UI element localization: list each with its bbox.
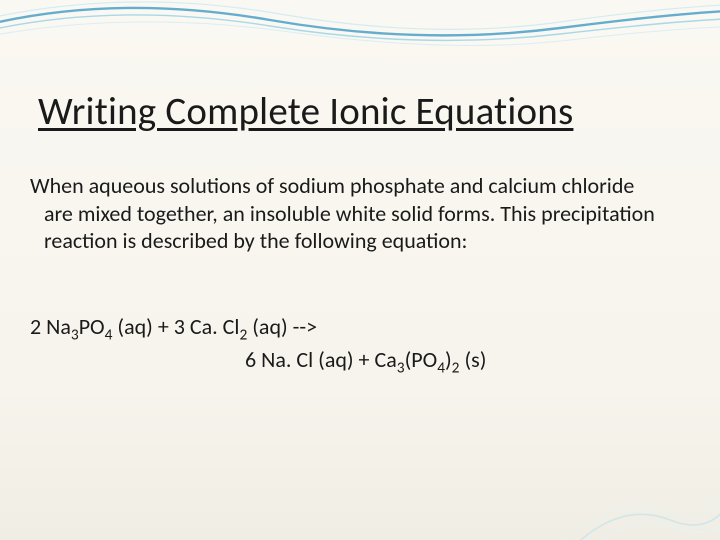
equation-reactants-line: 2 Na3PO4 (aq) + 3 Ca. Cl2 (aq) --> (30, 312, 680, 343)
chemical-equation: 2 Na3PO4 (aq) + 3 Ca. Cl2 (aq) --> 6 Na.… (30, 312, 680, 376)
body-paragraph: When aqueous solutions of sodium phospha… (30, 172, 660, 255)
body-text: When aqueous solutions of sodium phospha… (30, 172, 660, 283)
slide-title: Writing Complete Ionic Equations (38, 88, 682, 135)
wave-corner-decoration (560, 430, 720, 540)
slide: Writing Complete Ionic Equations When aq… (0, 0, 720, 540)
wave-top-decoration (0, 0, 720, 80)
equation-products-line: 6 Na. Cl (aq) + Ca3(PO4)2 (s) (30, 345, 680, 376)
